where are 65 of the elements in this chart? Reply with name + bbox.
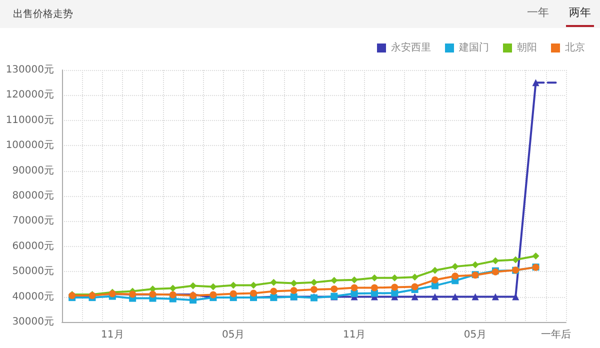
legend-label: 建国门	[458, 42, 489, 54]
point	[169, 284, 176, 292]
point	[270, 278, 278, 286]
point	[411, 283, 418, 290]
point	[330, 276, 338, 284]
x-tick-label: 05月	[222, 330, 245, 340]
x-tick-label: 05月	[464, 330, 487, 340]
point	[391, 274, 398, 282]
x-tick-label: 11月	[342, 330, 366, 340]
point	[370, 274, 378, 282]
point	[290, 280, 298, 287]
x-tick-label: 11月	[101, 330, 124, 340]
point	[452, 272, 459, 280]
point	[350, 284, 358, 292]
point	[472, 293, 479, 300]
point	[411, 274, 418, 281]
point	[431, 293, 438, 300]
point	[250, 282, 258, 289]
y-tick-label: 60000元	[12, 240, 54, 252]
point	[350, 276, 358, 284]
point	[512, 256, 520, 264]
point	[532, 252, 540, 260]
point	[431, 266, 438, 274]
point	[370, 284, 378, 292]
point	[270, 288, 278, 295]
point	[310, 278, 318, 286]
point	[230, 290, 237, 298]
legend-label: 永安西里	[391, 42, 431, 54]
y-tick-label: 70000元	[12, 216, 54, 227]
point	[492, 257, 499, 264]
point	[190, 282, 197, 290]
point	[210, 291, 217, 298]
y-tick-label: 90000元	[12, 165, 54, 176]
point	[492, 293, 499, 300]
point	[290, 287, 298, 294]
text: 两年	[566, 5, 594, 27]
point	[310, 286, 318, 293]
point	[250, 290, 258, 297]
point	[370, 290, 378, 297]
point	[532, 79, 540, 86]
text: 一年	[526, 5, 550, 21]
point	[230, 282, 237, 289]
y-tick-label: 110000元	[6, 114, 54, 126]
x-tick-label: 一年后	[540, 328, 571, 340]
y-tick-label: 120000元	[6, 90, 54, 101]
y-tick-label: 40000元	[12, 291, 54, 302]
y-tick-label: 80000元	[12, 190, 54, 202]
y-tick-label: 100000元	[6, 140, 54, 152]
y-tick-label: 50000元	[12, 266, 54, 278]
point	[391, 290, 398, 297]
point	[350, 290, 358, 298]
point	[472, 261, 479, 268]
point	[452, 293, 459, 300]
point	[431, 276, 438, 284]
point	[411, 293, 418, 300]
legend-label: 朝阳	[517, 42, 537, 54]
point	[210, 283, 217, 290]
point	[452, 263, 459, 270]
y-tick-label: 130000元	[6, 64, 54, 76]
y-tick-label: 30000元	[12, 316, 54, 328]
legend-label: 北京	[565, 42, 585, 54]
chart-title: 出售价格走势	[13, 8, 73, 21]
point	[149, 285, 156, 292]
point	[330, 285, 338, 292]
point	[391, 284, 398, 291]
